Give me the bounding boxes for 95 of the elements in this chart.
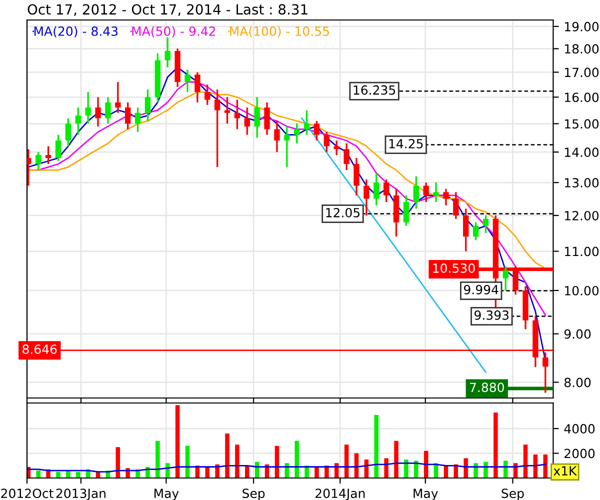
candlestick (124, 101, 131, 130)
candlestick (184, 68, 190, 93)
candlestick (234, 98, 240, 130)
ref-line-label: 10.530 (433, 263, 475, 273)
candlestick (413, 175, 419, 210)
candlestick (134, 106, 141, 133)
bar (56, 472, 60, 478)
y-axis-title: x1K (554, 466, 578, 476)
candlestick (354, 157, 360, 196)
x-tick-label: 2012Oct (1, 488, 54, 498)
y-tick-label: 10.00 (564, 286, 599, 296)
bar (414, 460, 418, 478)
ref-line-label: 7.880 (470, 382, 504, 392)
ref-line-label: 9.393 (474, 310, 509, 320)
y-tick-label: 15.00 (564, 119, 599, 129)
y-tick-label: 4000 (564, 424, 595, 434)
candlestick (304, 109, 310, 136)
candlestick (274, 120, 280, 153)
candlestick (472, 222, 479, 242)
bar (245, 466, 250, 478)
y-tick-label: 18.00 (564, 44, 599, 54)
bar (384, 458, 388, 478)
y-tick-label: 2000 (564, 448, 595, 458)
candlestick (144, 88, 151, 122)
candlestick (433, 182, 439, 203)
candlestick (105, 96, 111, 125)
candlestick (314, 120, 320, 142)
ref-line-label: 16.235 (354, 85, 396, 95)
candlestick (284, 126, 290, 168)
y-tick-label: 17.00 (564, 68, 599, 78)
bar (394, 440, 398, 478)
candlestick (334, 140, 340, 156)
candlestick (254, 96, 260, 138)
ref-line-label: 12.05 (326, 208, 360, 218)
legend-label: MA(100) - 10.55 (230, 26, 329, 38)
y-tick-label: 19.00 (564, 22, 599, 32)
candlestick (374, 172, 380, 206)
y-tick-label: 12.00 (564, 210, 599, 220)
bar (205, 466, 210, 478)
bar (314, 466, 319, 478)
candlestick (224, 96, 230, 125)
candlestick (115, 81, 121, 114)
bar (464, 458, 468, 478)
ref-line-label: 9.994 (464, 284, 498, 294)
y-tick-label: 11.00 (564, 246, 599, 256)
candlestick (194, 71, 200, 104)
bar (374, 414, 379, 478)
ref-line-label: 14.25 (389, 138, 423, 148)
bar (494, 412, 498, 478)
bar (76, 472, 80, 478)
candlestick (214, 88, 220, 168)
y-tick-label: 13.00 (564, 178, 599, 188)
candlestick (294, 122, 300, 144)
candlestick (324, 131, 330, 153)
bar (404, 459, 408, 478)
candlestick (55, 134, 62, 162)
candlestick (95, 96, 101, 128)
candlestick (45, 145, 52, 165)
legend-label: MA(50) - 9.42 (132, 26, 216, 38)
candlestick (463, 208, 469, 252)
bar (36, 470, 40, 478)
x-tick-label: 2014Jan (316, 488, 365, 500)
candlestick (502, 266, 508, 292)
candlestick (482, 214, 489, 234)
line-series (28, 462, 546, 473)
candlestick (364, 178, 370, 216)
y-tick-label: 16.00 (564, 92, 599, 102)
y-tick-label: 14.00 (564, 148, 599, 157)
bar (225, 434, 230, 478)
candlestick (75, 106, 81, 136)
bar (235, 444, 240, 478)
x-tick-label: 2013Jan (56, 488, 106, 500)
ref-line-label: 8.646 (22, 344, 57, 354)
candlestick (344, 142, 350, 171)
bar (503, 460, 508, 478)
bar (156, 440, 160, 478)
candlestick (85, 91, 91, 125)
candlestick (383, 178, 390, 203)
chart-title: Oct 17, 2012 - Oct 17, 2014 - Last : 8.31 (28, 4, 308, 16)
candlestick (403, 194, 410, 227)
candlestick (453, 191, 459, 220)
bar (294, 440, 299, 478)
candlestick (244, 106, 250, 136)
legend-label: MA(20) - 8.43 (34, 26, 118, 38)
candlestick (65, 117, 72, 148)
candlestick (164, 36, 170, 68)
bar (484, 462, 488, 478)
y-tick-label: 9.00 (564, 329, 591, 339)
candlestick (443, 188, 449, 206)
candlestick (423, 182, 429, 203)
y-tick-label: 8.00 (564, 378, 591, 388)
candlestick (204, 84, 210, 106)
candlestick (264, 101, 270, 136)
bar (175, 405, 180, 478)
candlestick (36, 151, 42, 171)
